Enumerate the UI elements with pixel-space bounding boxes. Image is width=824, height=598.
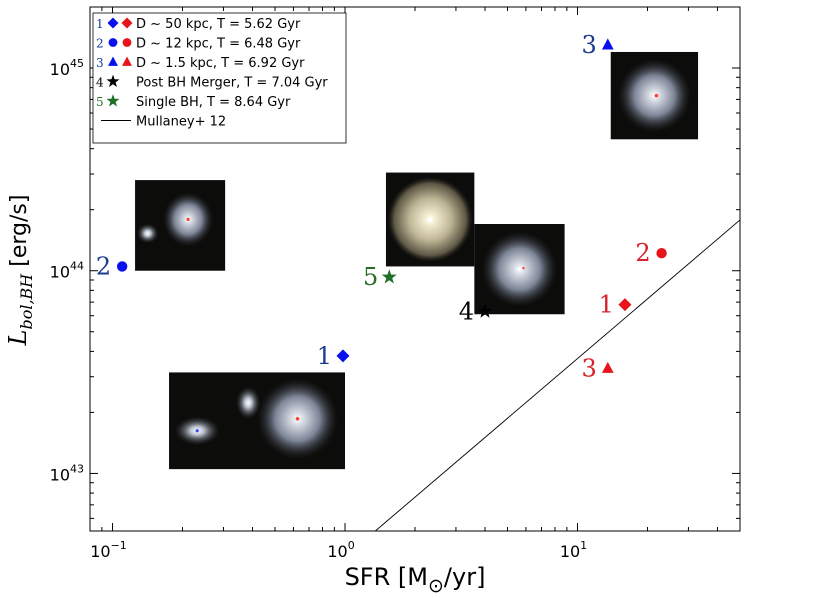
legend: 1 D ~ 50 kpc, T = 5.62 Gyr 2 D ~ 12 kpc, T … [92, 12, 347, 144]
legend-label-5: Single BH, T = 8.64 Gyr [136, 95, 291, 110]
legend-label-1: D ~ 50 kpc, T = 5.62 Gyr [136, 17, 301, 32]
y-axis-title: Lbol,BH [erg/s] [4, 195, 36, 347]
point-s3-0 [601, 38, 614, 50]
point-label-s2-1: 2 [635, 239, 650, 267]
legend-marker-5-0 [106, 94, 120, 107]
legend-num-3: 3 [96, 56, 104, 70]
y-tick-label-2: 1045 [50, 57, 84, 79]
point-label-s2-0: 2 [96, 252, 111, 280]
legend-label-line-0: Mullaney+ 12 [136, 115, 226, 130]
legend-label-4: Post BH Merger, T = 7.04 Gyr [136, 76, 328, 91]
point-s3-1 [601, 361, 614, 373]
y-tick-label-1: 1044 [50, 260, 84, 282]
y-tick-label-0: 1043 [50, 462, 84, 484]
line-mullaney-0 [375, 219, 740, 531]
legend-num-1: 1 [96, 17, 104, 31]
point-s5-0 [381, 269, 397, 284]
inset-stage-2-close-pair [135, 180, 226, 271]
inset-stage-5-single [385, 172, 475, 267]
legend-marker-1-1 [121, 17, 133, 29]
inset-stage-1-wide-pair [169, 372, 346, 470]
inset-stage-4-merged [474, 224, 565, 315]
legend-marker-4-0 [106, 74, 120, 88]
point-label-s1-0: 1 [317, 342, 332, 370]
point-s1-1 [618, 298, 632, 312]
legend-label-2: D ~ 12 kpc, T = 6.48 Gyr [136, 37, 301, 52]
point-label-s1-1: 1 [599, 291, 614, 319]
x-tick-label-0: 10−1 [90, 539, 127, 561]
x-tick-label-1: 100 [327, 539, 354, 561]
legend-box [92, 12, 347, 144]
axis-ticks: 10−1 100 101 1043 1044 1045 [50, 6, 741, 561]
legend-marker-1-0 [107, 17, 119, 29]
legend-num-2: 2 [96, 37, 104, 51]
legend-marker-3-1 [122, 56, 132, 66]
legend-label-3: D ~ 1.5 kpc, T = 6.92 Gyr [136, 56, 305, 71]
point-label-s4-0: 4 [459, 297, 474, 325]
legend-marker-3-0 [108, 56, 118, 66]
fit-lines [375, 219, 740, 531]
legend-num-4: 4 [96, 76, 104, 90]
x-axis-title: SFR [M⊙/yr] [345, 563, 486, 597]
inset-stage-3-core [610, 51, 699, 140]
point-s1-0 [336, 349, 350, 363]
inset-images [135, 51, 699, 470]
point-label-s5-0: 5 [363, 263, 378, 291]
legend-num-5: 5 [96, 95, 104, 109]
legend-marker-2-0 [108, 38, 118, 47]
point-label-s3-1: 3 [582, 354, 597, 382]
point-label-s3-0: 3 [582, 31, 597, 59]
legend-marker-2-1 [122, 38, 132, 47]
point-s2-0 [116, 261, 128, 272]
point-s2-1 [656, 248, 667, 259]
point-s4-0 [477, 303, 493, 318]
x-tick-label-2: 101 [560, 539, 587, 561]
